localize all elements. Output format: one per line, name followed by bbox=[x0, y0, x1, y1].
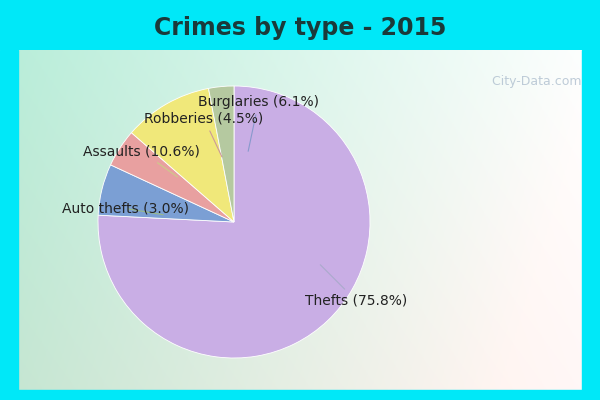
Text: Assaults (10.6%): Assaults (10.6%) bbox=[83, 144, 200, 177]
Text: Auto thefts (3.0%): Auto thefts (3.0%) bbox=[62, 202, 188, 215]
Wedge shape bbox=[98, 165, 234, 222]
Text: Robberies (4.5%): Robberies (4.5%) bbox=[145, 112, 264, 157]
Text: City-Data.com: City-Data.com bbox=[481, 74, 582, 88]
Text: Thefts (75.8%): Thefts (75.8%) bbox=[305, 265, 407, 308]
Wedge shape bbox=[131, 88, 234, 222]
Bar bbox=[0, 390, 600, 400]
Wedge shape bbox=[98, 86, 370, 358]
Wedge shape bbox=[110, 133, 234, 222]
Bar bbox=[0, 50, 18, 400]
Bar bbox=[582, 50, 600, 400]
Text: Crimes by type - 2015: Crimes by type - 2015 bbox=[154, 16, 446, 40]
Text: Burglaries (6.1%): Burglaries (6.1%) bbox=[198, 95, 319, 151]
Wedge shape bbox=[209, 86, 234, 222]
